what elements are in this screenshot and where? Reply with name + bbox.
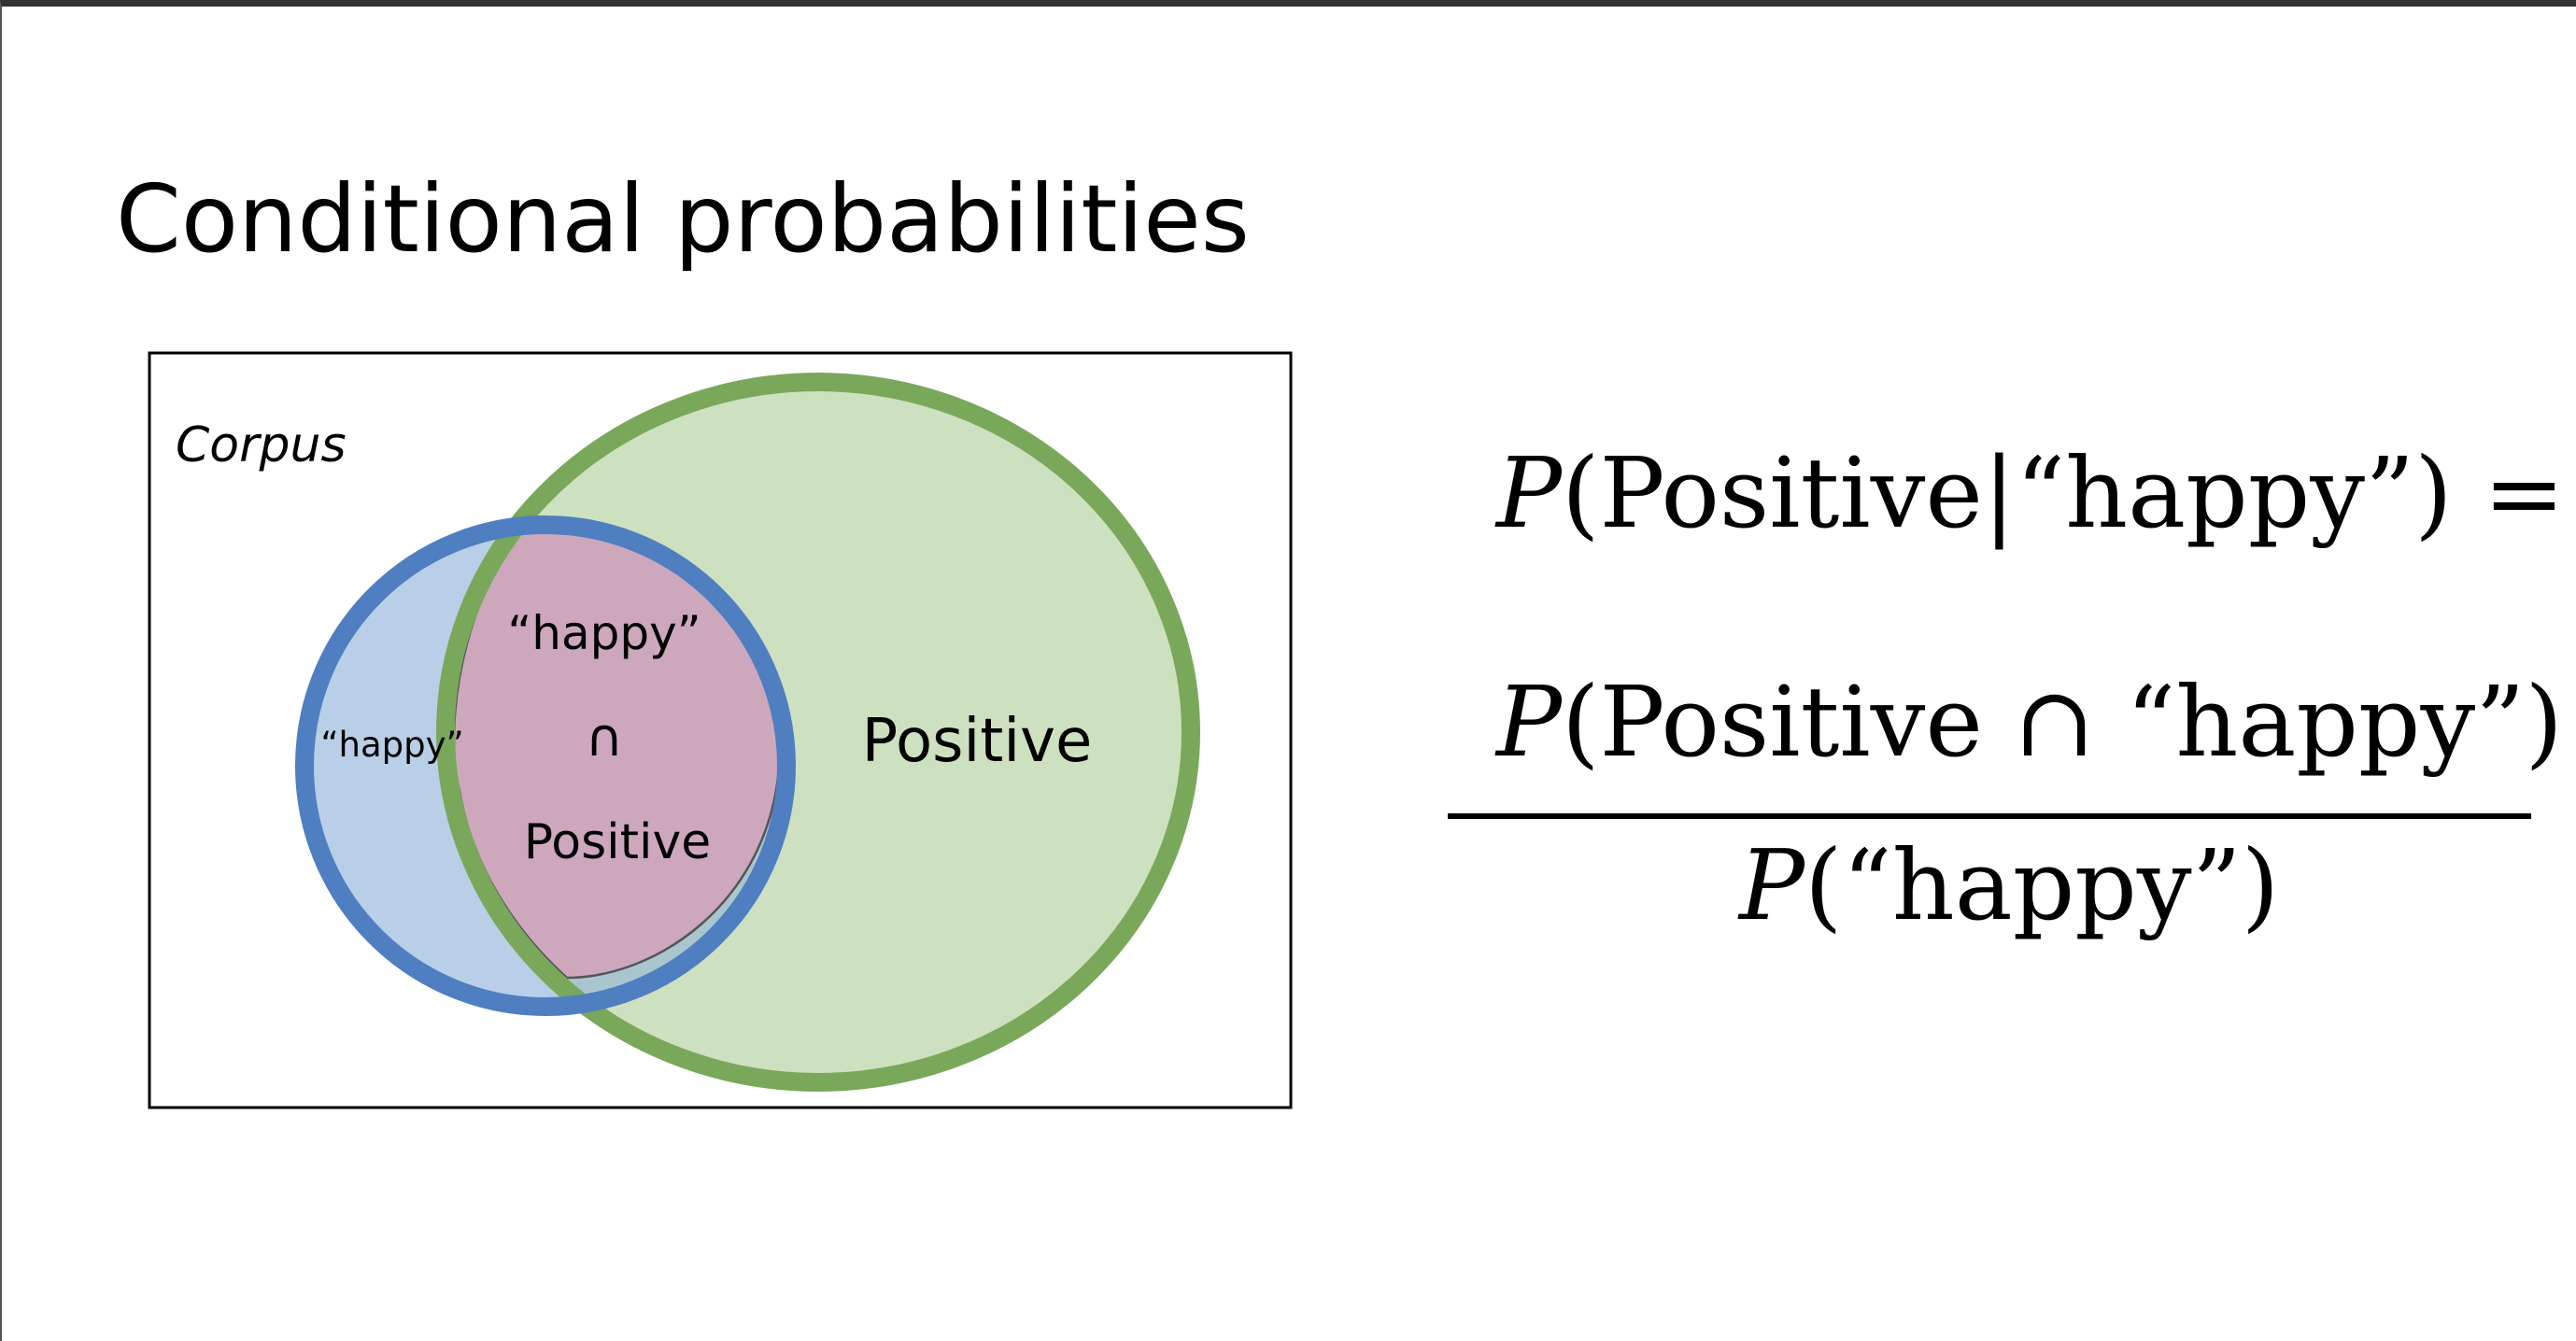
formula-numerator-args: (Positive ∩ “happy”) (1561, 665, 2563, 779)
intersection-label-bottom: Positive (524, 814, 711, 870)
formula-denominator-p: P (1739, 828, 1805, 942)
positive-set-label: Positive (862, 707, 1093, 776)
formula-lhs-args: (Positive|“happy”) = (1561, 436, 2565, 550)
corpus-label: Corpus (176, 417, 347, 473)
positive-set-outline (436, 373, 1200, 1092)
fraction-bar (1448, 813, 2531, 819)
formula-lhs-p: P (1496, 436, 1562, 550)
formula-denominator-args: (“happy”) (1804, 828, 2280, 942)
venn-diagram: Corpus “happy” “happy” ∩ Positive Positi… (148, 351, 1293, 1109)
intersection-label-top: “happy” (507, 606, 701, 660)
happy-set-label: “happy” (320, 725, 463, 765)
happy-set-outline (295, 515, 796, 1016)
formula-numerator-p: P (1496, 665, 1562, 779)
formula-denominator: P(“happy”) (1739, 828, 2279, 942)
formula-numerator: P(Positive ∩ “happy”) (1496, 665, 2563, 779)
intersection-symbol: ∩ (586, 708, 624, 769)
slide-title: Conditional probabilities (116, 164, 1250, 274)
formula-lhs: P(Positive|“happy”) = (1496, 436, 2565, 550)
